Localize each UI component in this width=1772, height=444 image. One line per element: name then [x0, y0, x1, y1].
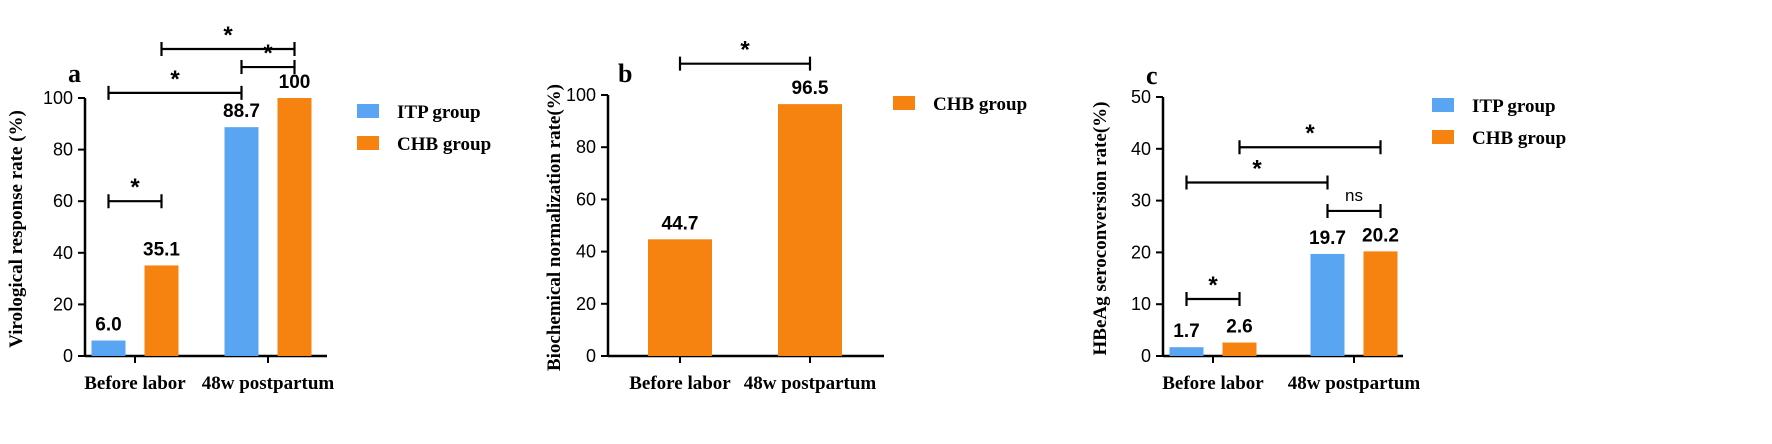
significance-label: * [1305, 120, 1315, 147]
legend-label: ITP group [1472, 96, 1556, 117]
data-label: 19.7 [1309, 228, 1346, 249]
panel-a: 0 20 40 60 80 100 Before labor 48w postpartum Vi… [6, 22, 491, 394]
data-label: 1.7 [1173, 321, 1199, 342]
data-label: 88.7 [223, 101, 260, 122]
data-label: 35.1 [143, 239, 180, 260]
significance-label: * [170, 66, 180, 93]
y-tick-label: 60 [576, 189, 596, 209]
x-tick-label: Before labor [1162, 373, 1264, 394]
y-tick-label: 20 [1131, 242, 1151, 262]
significance-bracket [1238, 140, 1382, 155]
panel-letter: b [618, 59, 632, 88]
bar-chb [277, 98, 312, 356]
bar-itp [1169, 347, 1204, 356]
data-label: 96.5 [792, 78, 829, 99]
x-tick-label: 48w postpartum [202, 373, 335, 394]
legend-swatch [1432, 98, 1454, 112]
y-tick-label: 10 [1131, 294, 1151, 314]
significance-bracket [1326, 203, 1382, 218]
bar-itp [1310, 253, 1345, 356]
significance-label: * [1252, 155, 1262, 182]
bar-chb [778, 104, 842, 356]
y-tick-label: 40 [53, 243, 73, 263]
y-tick-label: 20 [53, 294, 73, 314]
data-label: 44.7 [662, 213, 699, 234]
legend-swatch [893, 96, 915, 110]
y-tick-label: 20 [576, 294, 596, 314]
legend-swatch [357, 136, 379, 150]
legend-label: ITP group [397, 102, 481, 123]
legend-swatch [357, 104, 379, 118]
significance-label: * [263, 40, 273, 67]
significance-bracket [1185, 175, 1329, 190]
y-tick-label: 30 [1131, 191, 1151, 211]
y-tick-label: 0 [63, 346, 73, 366]
significance-label: * [130, 174, 140, 201]
legend-label: CHB group [1472, 128, 1566, 149]
significance-bracket [240, 60, 296, 75]
bar-chb [1363, 251, 1398, 356]
legend-swatch [1432, 130, 1454, 144]
significance-label: * [1208, 272, 1218, 299]
data-label: 2.6 [1226, 317, 1252, 338]
y-tick-label: 40 [576, 242, 596, 262]
bar-chb [1222, 342, 1257, 356]
data-label: 100 [279, 72, 311, 93]
y-tick-label: 40 [1131, 139, 1151, 159]
significance-bracket [160, 41, 296, 56]
y-axis-label: Biochemical normalization rate(%) [544, 84, 565, 371]
significance-label: ns [1345, 186, 1363, 205]
y-tick-label: 0 [586, 346, 596, 366]
panel-letter: c [1146, 61, 1158, 90]
y-tick-label: 0 [1141, 346, 1151, 366]
significance-label: * [740, 37, 750, 64]
significance-bracket [1185, 292, 1241, 307]
y-tick-label: 60 [53, 191, 73, 211]
data-label: 6.0 [95, 315, 121, 336]
x-tick-label: Before labor [629, 373, 731, 394]
x-tick-label: 48w postpartum [744, 373, 877, 394]
panel-c: 0 10 20 30 40 50 Before labor 48w postpartum HBe… [1090, 61, 1566, 394]
y-tick-label: 80 [53, 140, 73, 160]
bar-chb [144, 265, 179, 356]
bar-itp [91, 340, 126, 356]
legend-label: CHB group [933, 94, 1027, 115]
y-axis-label: Virological response rate (%) [6, 110, 27, 348]
significance-bracket [678, 56, 812, 71]
significance-bracket [107, 85, 243, 100]
data-label: 20.2 [1362, 225, 1399, 246]
y-tick-label: 50 [1131, 87, 1151, 107]
y-tick-label: 100 [43, 88, 73, 108]
y-tick-label: 100 [566, 85, 596, 105]
y-tick-label: 80 [576, 137, 596, 157]
y-axis-label: HBeAg seroconversion rate(%) [1090, 102, 1111, 356]
x-tick-label: 48w postpartum [1288, 373, 1421, 394]
panel-letter: a [68, 59, 81, 88]
x-tick-label: Before labor [84, 373, 186, 394]
significance-bracket [107, 194, 163, 209]
panel-b: 0 20 40 60 80 100 Before labor 48w postpartum Bi… [544, 37, 1027, 394]
bar-itp [224, 127, 259, 357]
legend-label: CHB group [397, 134, 491, 155]
significance-label: * [223, 22, 233, 49]
bar-chb [648, 239, 712, 356]
